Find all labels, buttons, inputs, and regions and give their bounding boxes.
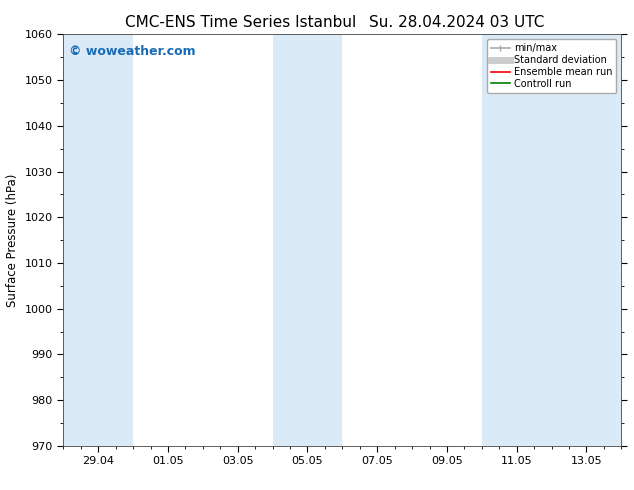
Y-axis label: Surface Pressure (hPa): Surface Pressure (hPa) [6,173,19,307]
Text: Su. 28.04.2024 03 UTC: Su. 28.04.2024 03 UTC [369,15,544,30]
Legend: min/max, Standard deviation, Ensemble mean run, Controll run: min/max, Standard deviation, Ensemble me… [487,39,616,93]
Bar [482,34,621,446]
Bar [63,34,133,446]
Text: © woweather.com: © woweather.com [69,45,196,58]
Bar [273,34,342,446]
Text: CMC-ENS Time Series Istanbul: CMC-ENS Time Series Istanbul [126,15,356,30]
